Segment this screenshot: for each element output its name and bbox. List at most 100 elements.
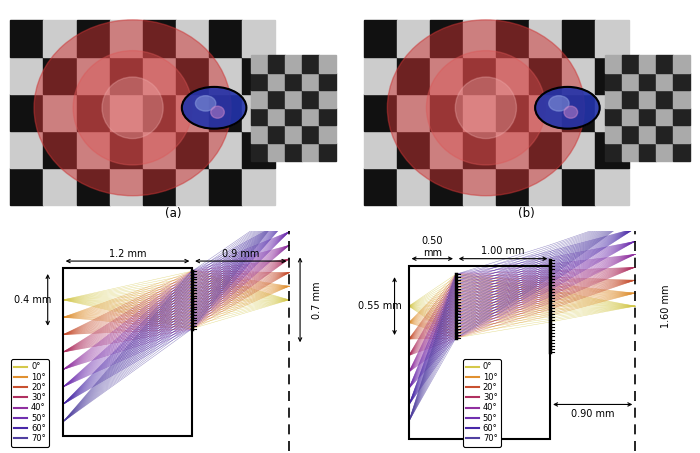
Bar <box>76 94 110 130</box>
Bar <box>76 130 110 168</box>
Ellipse shape <box>34 20 231 196</box>
Ellipse shape <box>549 96 569 111</box>
Bar <box>302 90 319 108</box>
Bar <box>143 20 176 57</box>
Bar <box>596 168 629 204</box>
Bar <box>605 143 622 160</box>
Bar <box>209 57 242 94</box>
Bar <box>622 72 638 90</box>
Bar <box>242 94 275 130</box>
Bar <box>43 20 76 57</box>
Bar <box>605 125 622 143</box>
Bar <box>622 55 638 72</box>
Bar <box>110 94 143 130</box>
Bar <box>430 57 463 94</box>
Text: 1.60 mm: 1.60 mm <box>662 284 671 328</box>
Bar <box>76 57 110 94</box>
Ellipse shape <box>455 77 517 139</box>
Bar <box>10 20 43 57</box>
Bar <box>176 168 209 204</box>
Text: 0.7 mm: 0.7 mm <box>312 281 322 318</box>
Bar <box>622 125 638 143</box>
Bar <box>251 125 269 143</box>
Bar <box>463 94 496 130</box>
Bar <box>176 57 209 94</box>
Bar <box>269 72 286 90</box>
Bar <box>605 72 622 90</box>
Bar <box>529 94 562 130</box>
Bar <box>673 55 690 72</box>
Bar <box>251 55 269 72</box>
Ellipse shape <box>102 77 163 139</box>
Bar <box>638 72 656 90</box>
Bar <box>363 94 397 130</box>
Bar <box>10 57 43 94</box>
Bar <box>596 20 629 57</box>
Ellipse shape <box>73 51 192 165</box>
Bar <box>605 108 622 125</box>
Bar <box>397 20 430 57</box>
Bar <box>43 168 76 204</box>
Text: 0.4 mm: 0.4 mm <box>14 295 51 305</box>
Bar <box>251 143 269 160</box>
Bar <box>176 20 209 57</box>
Bar <box>562 20 596 57</box>
Text: 0.9 mm: 0.9 mm <box>222 249 260 259</box>
Bar <box>496 57 529 94</box>
Text: (b): (b) <box>518 207 535 220</box>
Bar <box>269 55 286 72</box>
Bar <box>176 94 209 130</box>
Bar <box>529 57 562 94</box>
Legend: 0°, 10°, 20°, 30°, 40°, 50°, 60°, 70°: 0°, 10°, 20°, 30°, 40°, 50°, 60°, 70° <box>463 359 501 447</box>
Bar <box>10 130 43 168</box>
Bar <box>397 94 430 130</box>
Bar <box>622 143 638 160</box>
Bar <box>269 125 286 143</box>
Bar <box>286 72 302 90</box>
Bar <box>286 143 302 160</box>
Bar <box>319 125 337 143</box>
Text: 0.90 mm: 0.90 mm <box>571 409 615 419</box>
Bar <box>496 20 529 57</box>
Bar <box>409 265 550 439</box>
Text: 0.50
mm: 0.50 mm <box>421 236 443 257</box>
Bar <box>10 94 43 130</box>
Bar <box>529 168 562 204</box>
Bar <box>269 90 286 108</box>
Bar <box>110 130 143 168</box>
Bar <box>656 90 673 108</box>
Bar <box>10 168 43 204</box>
Bar <box>596 130 629 168</box>
Bar <box>251 108 269 125</box>
Ellipse shape <box>426 51 545 165</box>
Bar <box>397 130 430 168</box>
Bar <box>302 72 319 90</box>
Bar <box>673 90 690 108</box>
Bar <box>242 168 275 204</box>
Bar <box>302 108 319 125</box>
Bar <box>302 55 319 72</box>
Bar <box>286 125 302 143</box>
Bar <box>622 108 638 125</box>
Circle shape <box>182 87 246 129</box>
Bar <box>251 90 269 108</box>
Bar <box>430 94 463 130</box>
Bar <box>209 130 242 168</box>
Bar <box>673 72 690 90</box>
Bar <box>656 143 673 160</box>
Bar <box>110 20 143 57</box>
Bar <box>463 57 496 94</box>
Text: 1.00 mm: 1.00 mm <box>482 246 525 256</box>
Bar <box>463 20 496 57</box>
Bar <box>319 90 337 108</box>
Bar <box>143 57 176 94</box>
Bar <box>363 168 397 204</box>
Bar <box>302 125 319 143</box>
Bar <box>110 57 143 94</box>
Bar <box>397 57 430 94</box>
Bar <box>638 90 656 108</box>
Bar <box>302 143 319 160</box>
Bar <box>596 57 629 94</box>
Bar <box>110 168 143 204</box>
Bar <box>242 20 275 57</box>
